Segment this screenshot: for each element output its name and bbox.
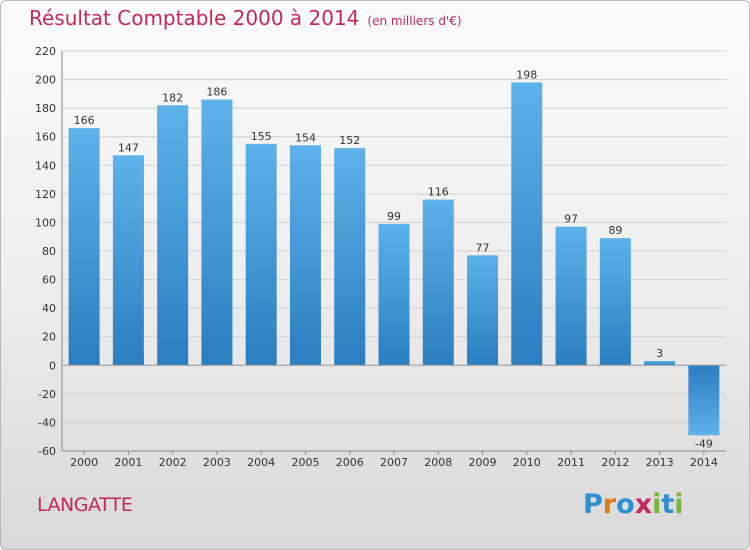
chart-title: Résultat Comptable 2000 à 2014 (en millie…	[29, 6, 462, 30]
x-tick-label-2000: 2000	[70, 456, 98, 469]
value-label-2007: 99	[387, 210, 401, 223]
value-label-2005: 154	[295, 131, 316, 144]
value-label-2004: 155	[251, 130, 272, 143]
x-tick-label-2008: 2008	[424, 456, 452, 469]
y-tick-label: -40	[38, 416, 56, 429]
bar-2001	[112, 155, 144, 366]
x-tick-label-2012: 2012	[601, 456, 629, 469]
logo-letter-2: o	[616, 489, 635, 520]
value-label-2001: 147	[118, 141, 139, 154]
logo-letter-3: x	[634, 489, 653, 520]
bar-2010	[511, 82, 543, 366]
value-label-2003: 186	[206, 86, 227, 99]
logo-letter-1: r	[602, 489, 617, 520]
x-tick-label-2001: 2001	[114, 456, 142, 469]
y-tick-label: 0	[49, 359, 56, 372]
bar-2012	[599, 238, 631, 366]
bars	[68, 82, 720, 436]
logo-letter-6: i	[674, 489, 684, 520]
value-label-2014: -49	[695, 437, 713, 450]
x-tick-label-2004: 2004	[247, 456, 275, 469]
x-tick-label-2002: 2002	[159, 456, 187, 469]
y-tick-label: -20	[38, 388, 56, 401]
axes: -60 -40 -20 0 20 40 60 80 100 120 140 160 180 200 220 2…	[35, 45, 726, 469]
bar-2009	[467, 255, 499, 366]
x-tick-label-2003: 2003	[203, 456, 231, 469]
x-tick-label-2010: 2010	[513, 456, 541, 469]
value-label-2000: 166	[74, 114, 95, 127]
value-label-2006: 152	[339, 134, 360, 147]
y-tick-label: 80	[42, 245, 56, 258]
y-tick-label: 180	[35, 102, 56, 115]
y-tick-label: 220	[35, 45, 56, 58]
y-tick-label: 200	[35, 74, 56, 87]
bar-2000	[68, 128, 100, 366]
x-tick-label-2014: 2014	[690, 456, 718, 469]
y-tick-label: 100	[35, 216, 56, 229]
y-tick-label: 20	[42, 331, 56, 344]
x-tick-label-2013: 2013	[646, 456, 674, 469]
y-tick-label: 60	[42, 274, 56, 287]
value-label-2013: 3	[656, 347, 663, 360]
x-tick-label-2009: 2009	[469, 456, 497, 469]
y-tick-label: 120	[35, 188, 56, 201]
proxiti-logo: Proxiti	[583, 489, 684, 520]
chart-title-main: Résultat Comptable 2000 à 2014	[29, 6, 360, 30]
logo-letter-5: t	[661, 489, 675, 520]
bar-2011	[555, 226, 587, 366]
y-tick-label: 160	[35, 131, 56, 144]
bar-2003	[201, 99, 233, 366]
y-tick-label: -60	[38, 445, 56, 458]
bar-2014	[688, 365, 720, 436]
commune-name: LANGATTE	[37, 494, 133, 516]
bar-2006	[334, 148, 366, 366]
bar-2013	[644, 361, 676, 366]
bar-2008	[422, 199, 454, 366]
x-tick-label-2006: 2006	[336, 456, 364, 469]
logo-letter-0: P	[583, 489, 603, 520]
bar-2004	[245, 143, 277, 366]
value-label-2010: 198	[516, 68, 537, 81]
value-label-2009: 77	[476, 241, 490, 254]
bar-2002	[157, 105, 189, 366]
x-tick-label-2005: 2005	[291, 456, 319, 469]
bar-2007	[378, 223, 410, 366]
chart-title-unit: (en milliers d'€)	[367, 14, 462, 28]
value-label-2012: 89	[608, 224, 622, 237]
y-tick-label: 140	[35, 159, 56, 172]
labels: 166 147 182 186 155 154 152 99 116 77 198 97 89 3 -49	[74, 68, 713, 450]
value-label-2008: 116	[428, 186, 449, 199]
bar-2005	[289, 145, 321, 366]
x-tick-label-2007: 2007	[380, 456, 408, 469]
x-tick-label-2011: 2011	[557, 456, 585, 469]
value-label-2011: 97	[564, 213, 578, 226]
y-tick-label: 40	[42, 302, 56, 315]
value-label-2002: 182	[162, 91, 183, 104]
logo-letter-4: i	[652, 489, 662, 520]
